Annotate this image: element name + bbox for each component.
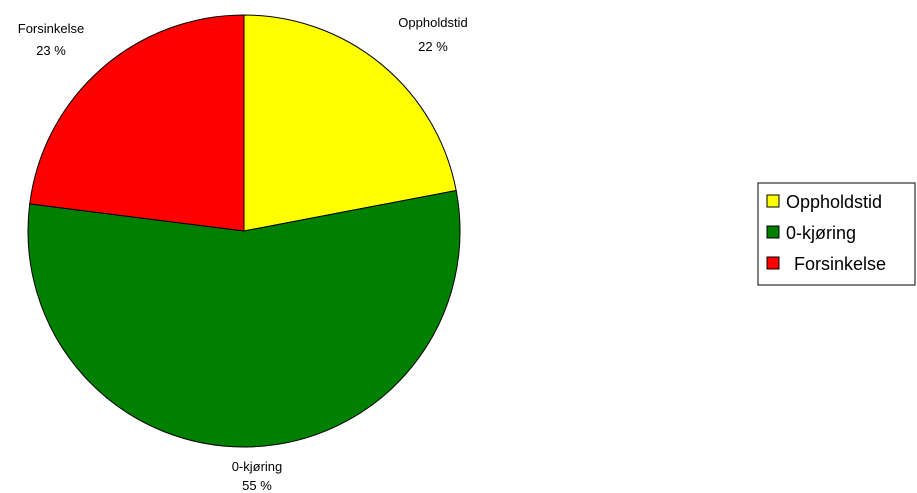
slice-category-label-0: Oppholdstid: [398, 15, 467, 30]
legend: Oppholdstid 0-kjøring Forsinkelse: [757, 182, 916, 286]
slice-labels: Oppholdstid 22 % 0-kjøring 55 % Forsinkelse 2…: [18, 15, 468, 493]
slice-category-label-1: 0-kjøring: [232, 459, 283, 474]
pie-slice-0: [243, 14, 457, 232]
legend-label-0-kjoring: 0-kjøring: [786, 223, 856, 243]
pie-slice-2: [29, 14, 245, 232]
legend-label-oppholdstid: Oppholdstid: [786, 192, 882, 212]
legend-swatch-forsinkelse: [766, 256, 780, 270]
legend-label-forsinkelse: Forsinkelse: [794, 254, 886, 274]
legend-swatch-oppholdstid: [766, 194, 780, 208]
slice-category-label-2: Forsinkelse: [18, 21, 84, 36]
slice-value-label-1: 55 %: [242, 478, 272, 493]
pie-slice-1: [27, 189, 461, 448]
slice-value-label-2: 23 %: [36, 43, 66, 58]
legend-frame: [757, 182, 916, 286]
legend-swatch-0-kjoring: [766, 225, 780, 239]
pie-slices: [27, 14, 461, 448]
slice-value-label-0: 22 %: [418, 39, 448, 54]
